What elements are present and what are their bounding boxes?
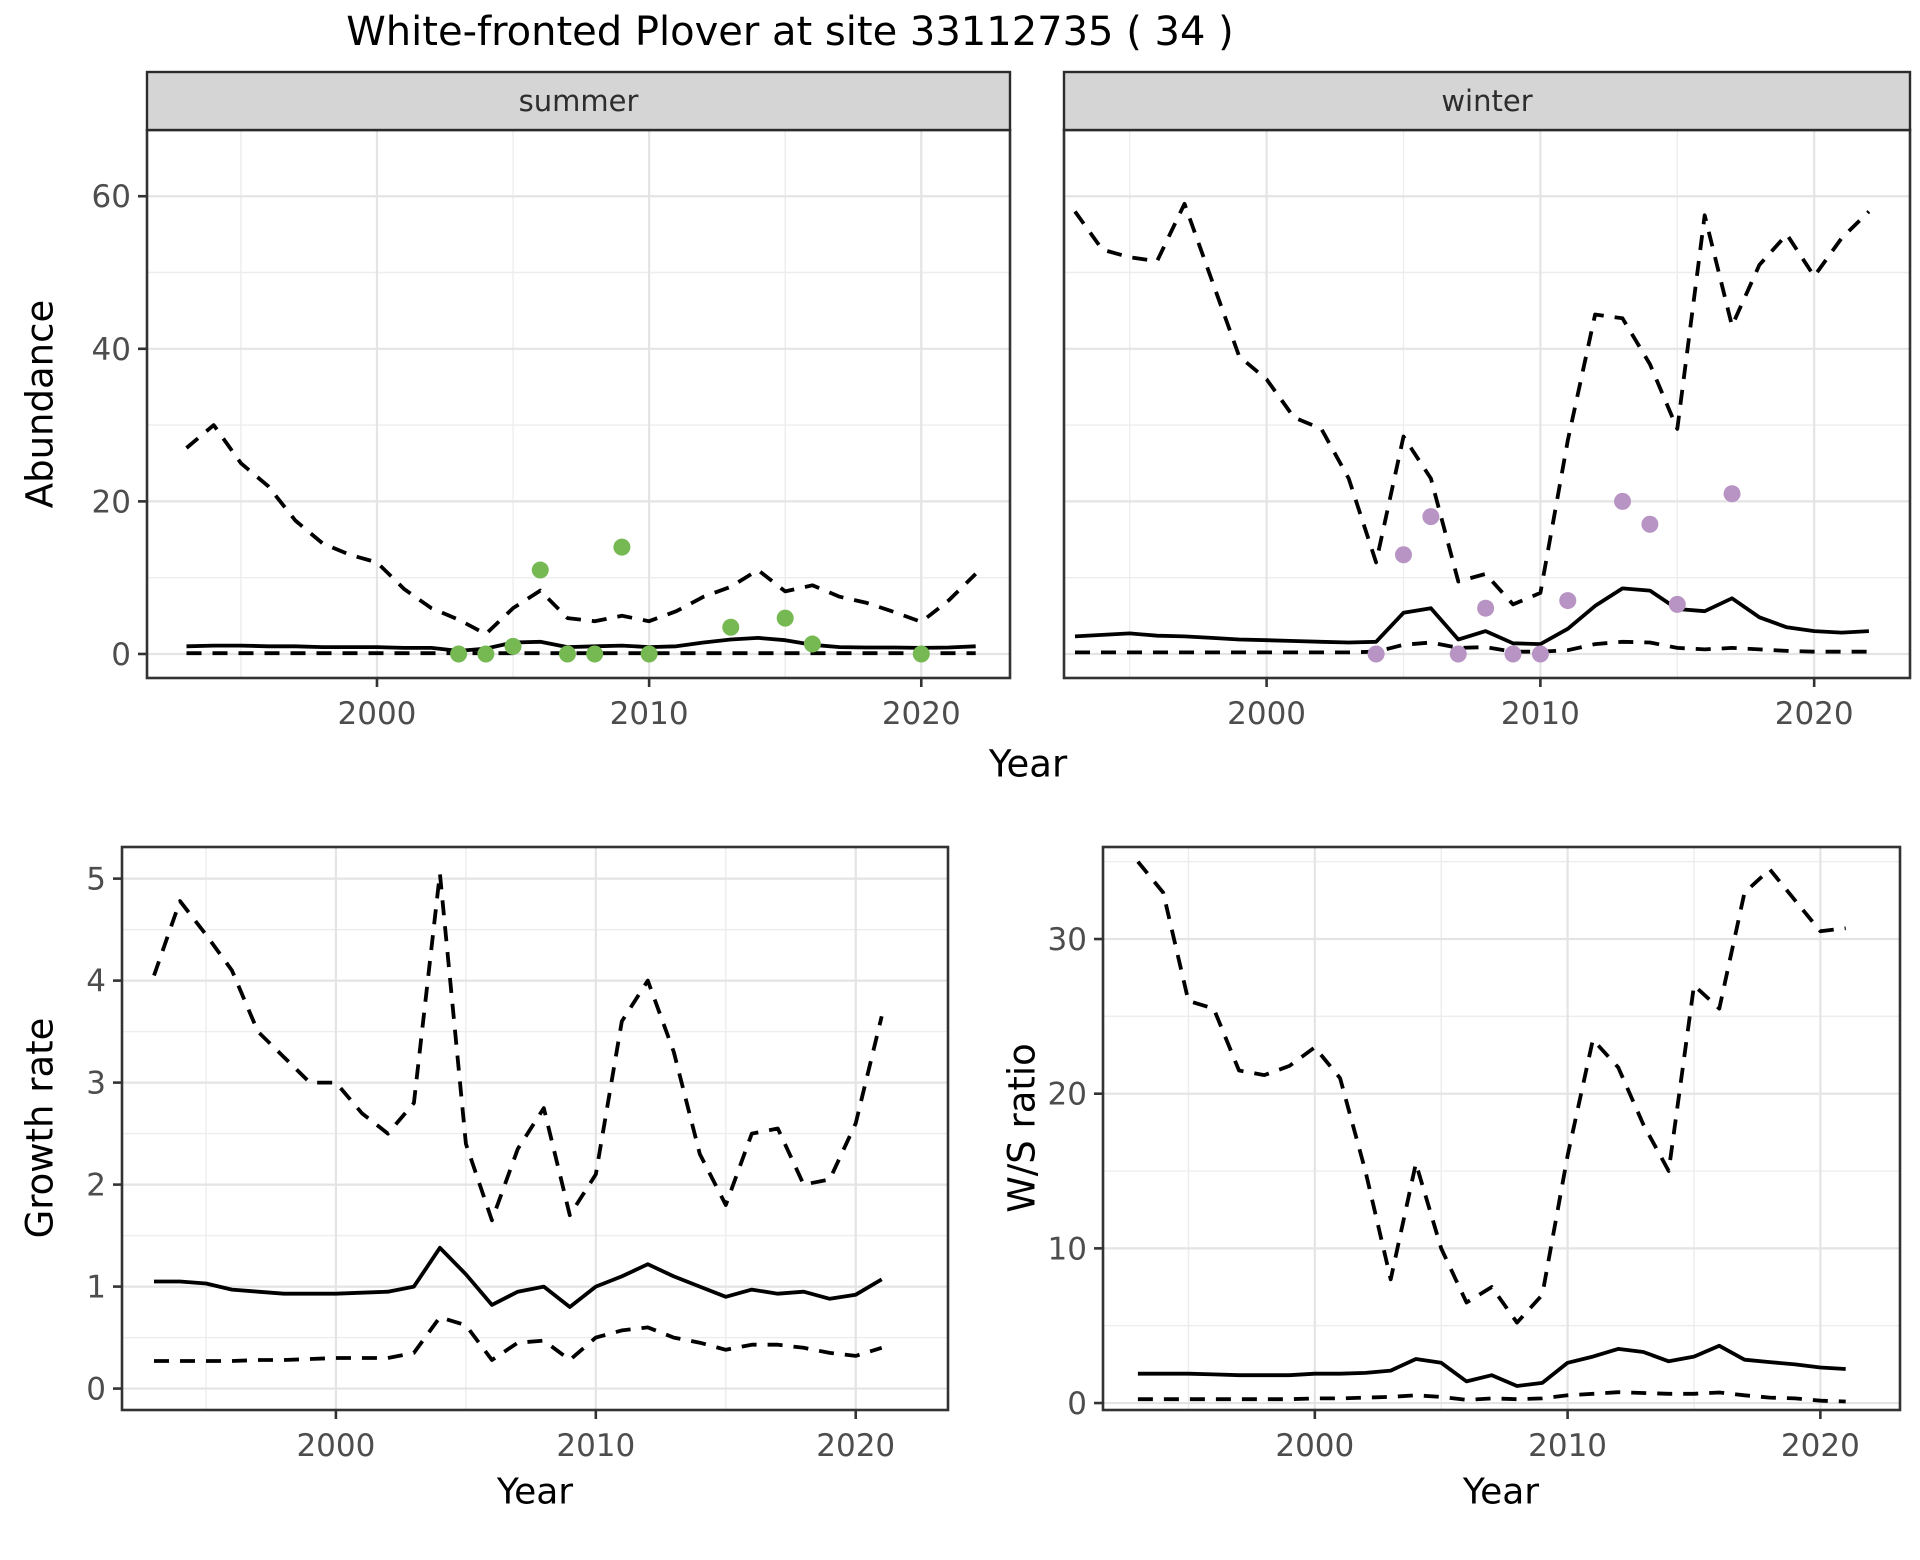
x-tick-label: 2020 [1775,696,1854,732]
observed-point-winter [1367,645,1385,663]
series-lower_ci-w-s-ratio [1137,1390,1846,1404]
y-axis-title-ws-ratio: W/S ratio [1000,1043,1044,1213]
observed-point-winter [1641,515,1659,533]
y-axis-title-abundance: Abundance [18,299,62,509]
observed-point-summer [722,618,740,636]
series-upper_ci-summer [185,423,978,636]
y-tick-label: 2 [86,1168,106,1204]
x-tick-label: 2000 [296,1428,375,1464]
y-tick-label: 60 [92,179,131,215]
observed-point-winter [1559,592,1577,610]
observed-point-summer [450,645,468,663]
panel-bg-w-s-ratio [1103,847,1900,1410]
observed-point-summer [803,635,821,653]
x-tick-label: 2020 [816,1428,895,1464]
x-tick-label: 2010 [1501,696,1580,732]
y-axis-title-growth-rate: Growth rate [18,1017,62,1239]
x-axis-title-ws: Year [1462,1471,1540,1513]
facet-strip-label-summer: summer [519,84,639,118]
observed-point-summer [477,645,495,663]
facet-strip-summer [145,70,1012,132]
facet-strip-label-winter: winter [1441,84,1532,118]
observed-point-winter [1394,546,1412,564]
panel-border-w-s-ratio [1101,845,1902,1412]
x-axis-title-growth: Year [496,1471,574,1513]
series-median-w-s-ratio [1137,1343,1846,1388]
panel-bg-summer [147,130,1010,678]
y-tick-label: 4 [86,964,106,1000]
panel-bg-winter [1064,130,1910,678]
x-tick-label: 2020 [882,696,961,732]
observed-point-summer [776,609,794,627]
observed-point-summer [504,637,522,655]
observed-point-winter [1614,492,1632,510]
observed-point-summer [586,645,604,663]
panel-border-growth-rate [120,845,950,1412]
y-tick-label: 5 [86,862,106,898]
observed-point-summer [912,645,930,663]
x-tick-label: 2000 [338,696,417,732]
observed-point-summer [531,561,549,579]
observed-point-winter [1668,595,1686,613]
panel-bg-growth-rate [122,847,948,1410]
y-tick-label: 1 [86,1270,106,1306]
y-tick-label: 20 [92,484,131,520]
observed-point-winter [1449,645,1467,663]
series-lower_ci-winter [1075,639,1869,655]
observed-point-winter [1477,599,1495,617]
y-tick-label: 40 [92,332,131,368]
series-median-growth-rate [154,1245,883,1309]
x-tick-label: 2020 [1781,1428,1860,1464]
x-tick-label: 2000 [1227,696,1306,732]
y-tick-label: 3 [86,1066,106,1102]
series-median-summer [186,636,976,653]
observed-point-winter [1531,645,1549,663]
y-tick-label: 0 [111,637,131,673]
x-tick-label: 2000 [1275,1428,1354,1464]
series-median-winter [1074,586,1870,646]
x-tick-label: 2010 [610,696,689,732]
series-upper_ci-w-s-ratio [1136,860,1846,1325]
observed-point-winter [1723,485,1741,503]
x-tick-label: 2010 [556,1428,635,1464]
y-tick-label: 0 [86,1372,106,1408]
x-axis-title-top: Year [988,742,1068,786]
observed-point-summer [558,645,576,663]
observed-point-winter [1422,508,1440,526]
x-tick-label: 2010 [1528,1428,1607,1464]
y-tick-label: 10 [1048,1231,1087,1267]
observed-point-summer [613,538,631,556]
observed-point-winter [1504,645,1522,663]
series-upper_ci-growth-rate [152,871,884,1223]
y-tick-label: 0 [1067,1386,1087,1422]
plot-title: White-fronted Plover at site 33112735 ( … [346,9,1234,55]
y-tick-label: 20 [1048,1077,1087,1113]
y-tick-label: 30 [1048,922,1087,958]
series-upper_ci-winter [1073,201,1871,607]
observed-point-summer [640,645,658,663]
facet-strip-winter [1062,70,1912,132]
